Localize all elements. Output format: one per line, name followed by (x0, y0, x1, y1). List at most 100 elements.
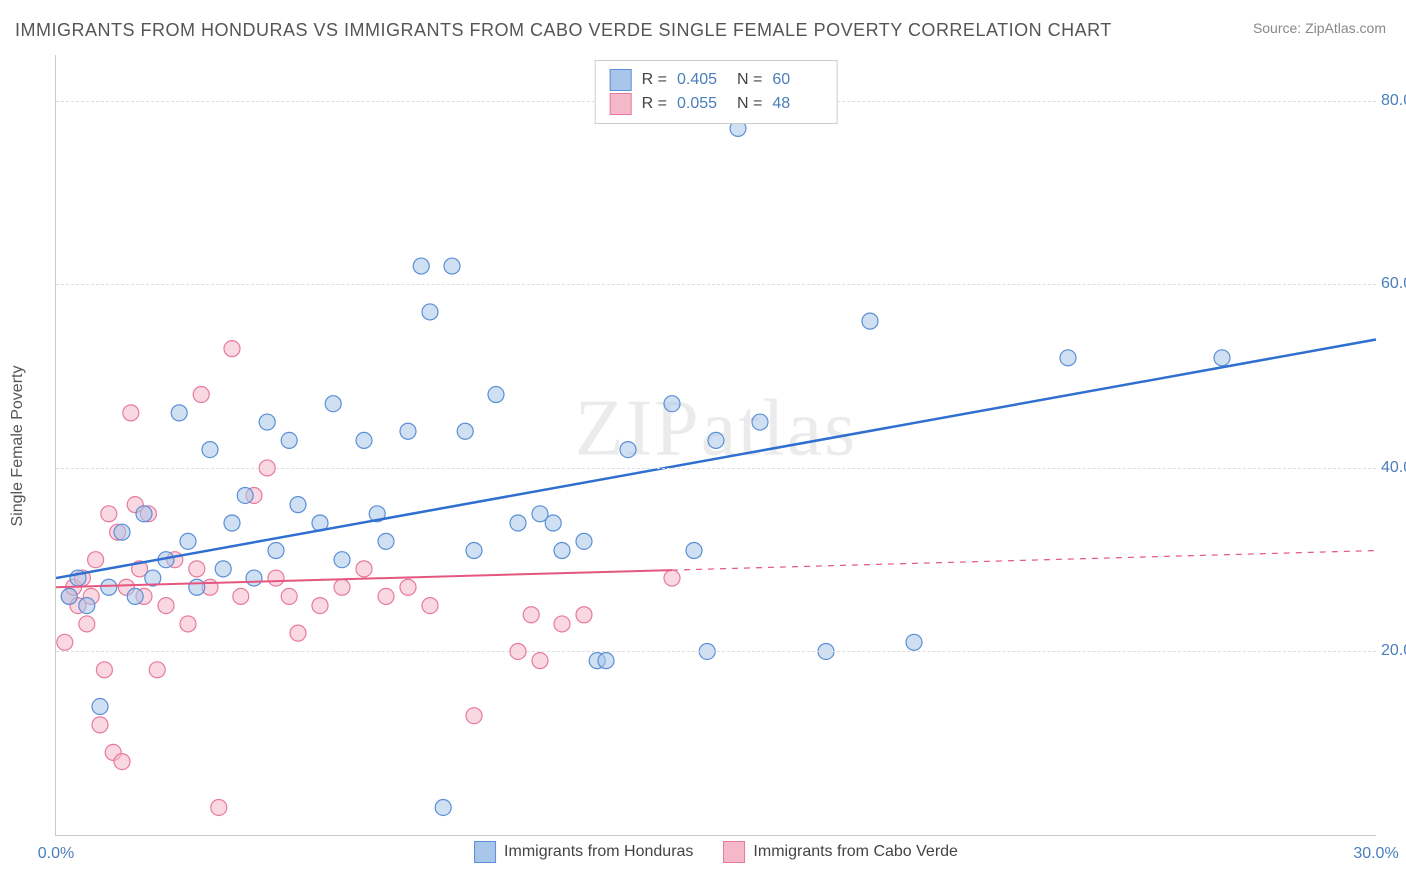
data-point (281, 588, 297, 604)
correlation-legend: R = 0.405 N = 60 R = 0.055 N = 48 (595, 60, 838, 124)
data-point (127, 588, 143, 604)
swatch-series-2-b (723, 841, 745, 863)
data-point (193, 387, 209, 403)
data-point (92, 717, 108, 733)
data-point (752, 414, 768, 430)
legend-item-2: Immigrants from Cabo Verde (723, 841, 958, 863)
data-point (136, 506, 152, 522)
data-point (334, 579, 350, 595)
swatch-series-2 (610, 93, 632, 115)
data-point (224, 515, 240, 531)
trend-line-extrapolated (672, 551, 1376, 571)
data-point (290, 497, 306, 513)
r-value-1: 0.405 (677, 71, 727, 89)
xtick-label: 30.0% (1353, 845, 1398, 863)
trend-line (56, 339, 1376, 578)
data-point (312, 598, 328, 614)
data-point (281, 432, 297, 448)
data-point (211, 799, 227, 815)
data-point (413, 258, 429, 274)
data-point (620, 442, 636, 458)
data-point (576, 607, 592, 623)
data-point (664, 396, 680, 412)
data-point (61, 588, 77, 604)
data-point (554, 543, 570, 559)
data-point (224, 341, 240, 357)
legend-row-2: R = 0.055 N = 48 (610, 93, 823, 115)
legend-label-1: Immigrants from Honduras (504, 843, 693, 861)
data-point (356, 561, 372, 577)
data-point (356, 432, 372, 448)
n-label: N = (737, 95, 762, 113)
series-legend: Immigrants from Honduras Immigrants from… (474, 841, 958, 863)
ytick-label: 40.0% (1381, 459, 1406, 477)
data-point (114, 524, 130, 540)
data-point (149, 662, 165, 678)
n-value-1: 60 (772, 71, 822, 89)
data-point (598, 653, 614, 669)
data-point (664, 570, 680, 586)
data-point (862, 313, 878, 329)
ytick-label: 60.0% (1381, 275, 1406, 293)
data-point (171, 405, 187, 421)
gridline (56, 651, 1376, 652)
data-point (523, 607, 539, 623)
data-point (215, 561, 231, 577)
data-point (158, 598, 174, 614)
y-axis-label: Single Female Poverty (9, 366, 27, 527)
n-label: N = (737, 71, 762, 89)
data-point (400, 579, 416, 595)
data-point (422, 304, 438, 320)
data-point (268, 543, 284, 559)
r-value-2: 0.055 (677, 95, 727, 113)
xtick-label: 0.0% (38, 845, 74, 863)
data-point (57, 634, 73, 650)
data-point (101, 506, 117, 522)
data-point (1214, 350, 1230, 366)
swatch-series-1-b (474, 841, 496, 863)
data-point (123, 405, 139, 421)
r-label: R = (642, 71, 667, 89)
data-point (906, 634, 922, 650)
data-point (510, 515, 526, 531)
data-point (114, 754, 130, 770)
ytick-label: 80.0% (1381, 92, 1406, 110)
data-point (457, 423, 473, 439)
data-point (268, 570, 284, 586)
data-point (189, 579, 205, 595)
gridline (56, 468, 1376, 469)
data-point (1060, 350, 1076, 366)
data-point (488, 387, 504, 403)
data-point (334, 552, 350, 568)
data-point (189, 561, 205, 577)
data-point (545, 515, 561, 531)
data-point (237, 487, 253, 503)
r-label: R = (642, 95, 667, 113)
data-point (233, 588, 249, 604)
chart-svg (56, 55, 1376, 835)
data-point (79, 598, 95, 614)
plot-area: ZIPatlas R = 0.405 N = 60 R = 0.055 N = … (55, 55, 1376, 836)
data-point (96, 662, 112, 678)
data-point (246, 570, 262, 586)
data-point (435, 799, 451, 815)
data-point (554, 616, 570, 632)
data-point (400, 423, 416, 439)
data-point (378, 588, 394, 604)
legend-label-2: Immigrants from Cabo Verde (753, 843, 958, 861)
data-point (101, 579, 117, 595)
data-point (180, 616, 196, 632)
legend-item-1: Immigrants from Honduras (474, 841, 693, 863)
data-point (92, 699, 108, 715)
data-point (259, 414, 275, 430)
legend-row-1: R = 0.405 N = 60 (610, 69, 823, 91)
data-point (88, 552, 104, 568)
data-point (325, 396, 341, 412)
ytick-label: 20.0% (1381, 642, 1406, 660)
data-point (180, 533, 196, 549)
data-point (686, 543, 702, 559)
source-label: Source: ZipAtlas.com (1253, 20, 1386, 36)
n-value-2: 48 (772, 95, 822, 113)
swatch-series-1 (610, 69, 632, 91)
data-point (79, 616, 95, 632)
